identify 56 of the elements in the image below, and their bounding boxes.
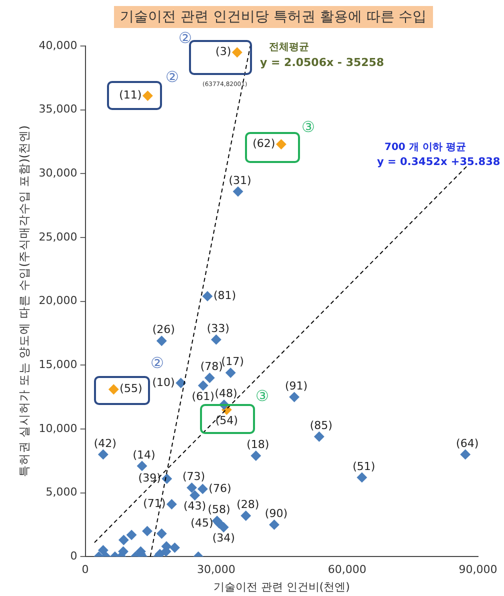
annotation: (71) [143, 497, 166, 510]
y-tick-label: 20,000 [38, 294, 78, 308]
annotation: (61) [192, 390, 214, 403]
annotation: (45) [190, 516, 214, 530]
annotation: ② [178, 29, 192, 47]
annotation: (90) [264, 507, 288, 520]
annotation: (10) [152, 376, 175, 389]
annotation: (18) [246, 438, 270, 452]
annotation: (91) [285, 379, 308, 392]
y-tick-label: 25,000 [38, 230, 78, 244]
annotation: (51) [352, 460, 376, 473]
annotation: 전체평균 [269, 41, 309, 54]
annotation: ③ [256, 387, 269, 405]
annotation: (55) [120, 382, 142, 396]
y-axis-title: 특허권 실시허가 또는 양도에 따른 수입(주식매각수입 포함)(천엔) [16, 125, 31, 478]
x-axis-title: 기술이전 관련 인건비(천엔) [213, 580, 350, 594]
y-tick-label: 15,000 [38, 358, 78, 371]
annotation: (64) [456, 436, 479, 450]
annotation: (31) [228, 174, 252, 187]
annotation: (33) [206, 322, 230, 335]
y-tick-label: 5,000 [46, 486, 78, 499]
x-tick-label: 90,000 [458, 563, 498, 576]
y-tick-label: 30,000 [38, 166, 78, 180]
annotation: (85) [310, 418, 332, 432]
x-tick-label: 30,000 [196, 563, 236, 576]
annotation: (3) [216, 45, 232, 58]
annotation: (81) [213, 289, 236, 302]
annotation: (14) [132, 448, 156, 462]
annotation: (62) [252, 137, 276, 150]
annotation: (42) [94, 436, 116, 450]
annotation: (28) [236, 498, 260, 512]
y-tick-label: 40,000 [38, 38, 78, 52]
annotation: 700 개 이하 평균 [384, 141, 466, 154]
annotation: y = 0.3452x +35.838 [377, 156, 500, 168]
annotation: (73) [182, 470, 206, 484]
annotation: (43) [184, 500, 206, 513]
annotation: (58) [208, 503, 230, 516]
annotation: ② [166, 68, 179, 86]
chart-title: 기술이전 관련 인건비당 특허권 활용에 따른 수입 [114, 6, 433, 28]
annotation: y = 2.0506x - 35258 [260, 56, 384, 68]
y-tick-label: 35,000 [38, 102, 78, 116]
annotation: ③ [302, 118, 315, 136]
annotation: (26) [152, 323, 175, 336]
x-tick-label: 60,000 [328, 563, 366, 576]
y-tick-label: 0 [70, 549, 78, 562]
y-tick-label: 10,000 [38, 422, 78, 435]
annotation: (34) [212, 532, 235, 545]
annotation: (76) [208, 482, 232, 495]
x-tick-label: 0 [82, 563, 89, 576]
annotation: (54) [215, 414, 238, 428]
annotation: ② [150, 354, 164, 372]
annotation: (17) [221, 355, 244, 368]
annotation: (78) [200, 360, 223, 374]
annotation: (48) [214, 387, 238, 400]
annotation: (11) [119, 88, 142, 102]
annotation: (39) [138, 472, 161, 485]
